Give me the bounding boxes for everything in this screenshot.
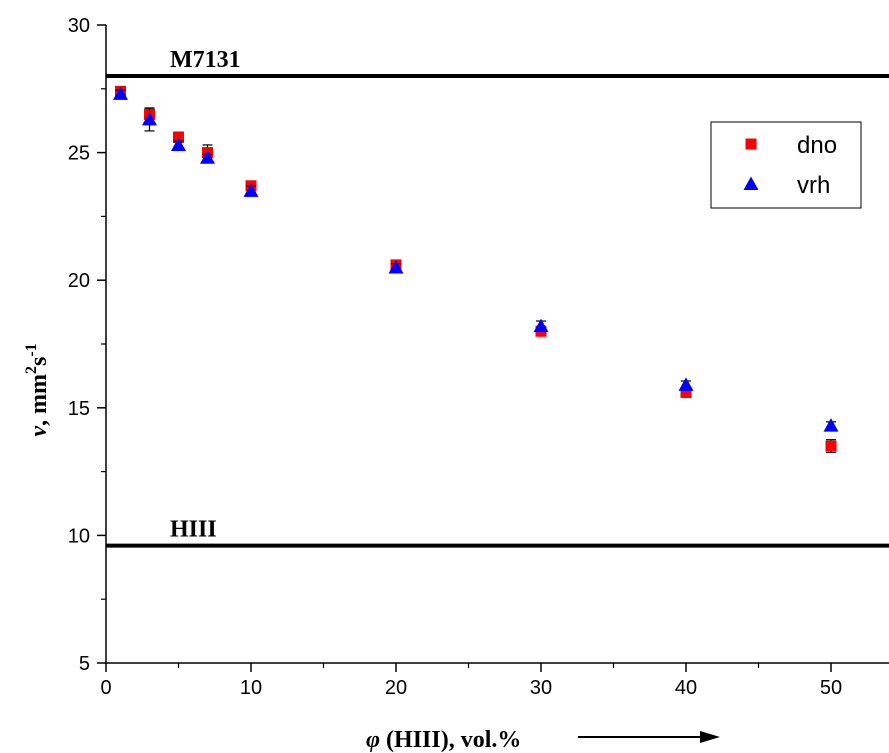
- data-point-dno: [680, 386, 692, 398]
- x-tick-label: 20: [385, 677, 407, 699]
- series-vrh: [113, 86, 839, 432]
- y-axis-unit-sup2: -1: [23, 343, 40, 356]
- reference-line-label: HIII: [170, 517, 217, 543]
- y-tick-label: 25: [68, 143, 90, 165]
- y-tick-label: 15: [68, 398, 90, 420]
- x-axis-symbol: φ: [366, 727, 380, 753]
- data-point-vrh: [533, 318, 549, 333]
- y-axis-unit: , mm: [26, 374, 52, 426]
- y-tick-label: 30: [68, 15, 90, 37]
- data-point-vrh: [142, 111, 157, 126]
- y-tick-label: 5: [79, 653, 90, 675]
- legend-marker-dno: [745, 138, 757, 150]
- reference-line-label: M7131: [170, 47, 241, 73]
- y-tick-label: 20: [68, 270, 90, 292]
- x-tick-label: 40: [675, 677, 697, 699]
- data-point-vrh: [200, 150, 215, 164]
- x-tick-label: 10: [240, 677, 262, 699]
- data-point-vrh: [171, 137, 186, 151]
- data-point-vrh: [388, 259, 404, 274]
- data-point-dno: [825, 440, 837, 452]
- y-axis-unit-mid: s: [26, 357, 52, 366]
- reference-lines: M7131 HIII: [106, 47, 889, 548]
- legend-label-dno: dno: [797, 132, 837, 159]
- legend-box: [710, 121, 862, 209]
- legend: dno vrh: [710, 121, 862, 209]
- data-series: [113, 85, 839, 454]
- y-axis-title: ν, mm2s-1: [23, 343, 52, 436]
- x-axis-title: φ (HIII), vol.%: [366, 727, 521, 753]
- data-point-dno: [173, 131, 184, 143]
- legend-label-vrh: vrh: [797, 172, 830, 199]
- axes: 0 10 20 30 40 50 5 10 15 20 25 30: [68, 15, 889, 699]
- x-tick-label: 50: [820, 677, 842, 699]
- legend-marker-vrh: [743, 176, 759, 190]
- data-point-vrh: [243, 183, 259, 197]
- x-tick-label: 0: [100, 677, 111, 699]
- data-point-vrh: [678, 377, 694, 391]
- x-axis-arrow: [578, 731, 720, 743]
- x-axis-label: (HIII), vol.%: [380, 727, 521, 753]
- x-tick-label: 30: [530, 677, 552, 699]
- data-point-vrh: [823, 418, 839, 432]
- y-axis-unit-sup1: 2: [23, 366, 40, 374]
- y-axis-symbol: ν: [26, 426, 52, 437]
- data-point-vrh: [113, 86, 128, 100]
- y-tick-label: 10: [68, 525, 90, 547]
